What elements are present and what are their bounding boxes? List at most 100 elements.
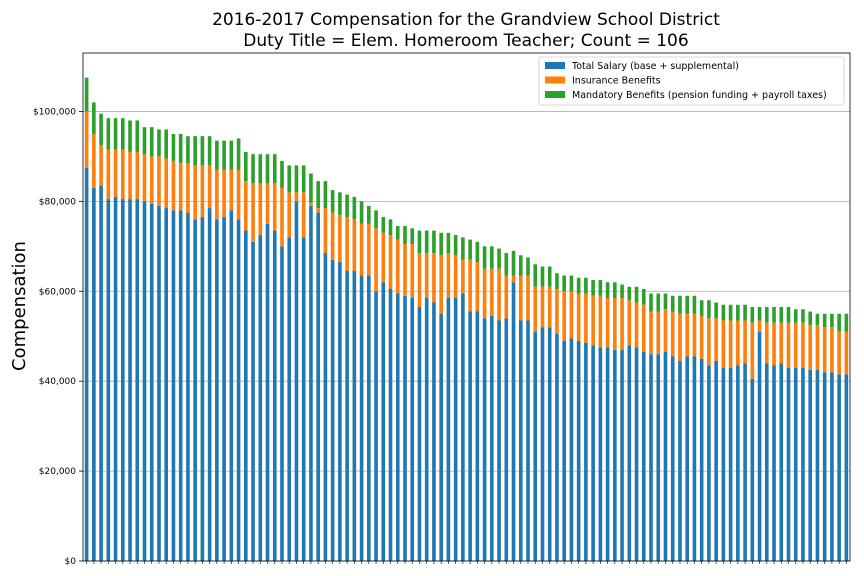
bar-segment-series-2 <box>764 322 769 364</box>
bar-segment-series-1 <box>106 199 111 561</box>
bar-segment-series-2 <box>627 300 632 346</box>
bar-segment-series-1 <box>424 298 429 561</box>
bar-segment-series-1 <box>92 187 96 562</box>
bar-segment-series-1 <box>844 374 849 561</box>
bar-segment-series-1 <box>207 208 212 561</box>
bar-segment-series-1 <box>511 282 516 561</box>
bar-segment-series-1 <box>808 369 813 561</box>
bar-segment-series-1 <box>743 363 747 561</box>
axes: $0 $20,000 $40,000 $60,000 $80,000 $100,000 <box>33 52 851 567</box>
bar-segment-series-3 <box>178 133 183 164</box>
bar-segment-series-3 <box>678 295 682 314</box>
bar-segment-series-3 <box>598 280 603 296</box>
bar-segment-series-2 <box>186 163 190 213</box>
bar-segment-series-3 <box>627 286 632 301</box>
bar-segment-series-1 <box>678 360 682 561</box>
bar-segment-series-2 <box>743 320 747 364</box>
bar-segment-series-1 <box>649 354 653 561</box>
bar-segment-series-3 <box>128 120 132 152</box>
bar-segment-series-2 <box>453 255 458 299</box>
bar-segment-series-2 <box>323 208 328 254</box>
bar-segment-series-1 <box>786 367 791 561</box>
bar-segment-series-2 <box>772 322 776 366</box>
bar-segment-series-1 <box>685 356 690 561</box>
bar-segment-series-3 <box>287 165 292 193</box>
bar-segment-series-2 <box>793 322 798 368</box>
bar-segment-series-1 <box>837 374 841 561</box>
y-tick-label: $80,000 <box>39 197 76 207</box>
bar-segment-series-3 <box>222 140 226 170</box>
bar-segment-series-3 <box>822 313 827 328</box>
bar-segment-series-3 <box>388 219 393 236</box>
bar-segment-series-2 <box>844 331 849 375</box>
y-tick-label: $20,000 <box>39 467 76 477</box>
bar-segment-series-3 <box>200 136 205 166</box>
bar-segment-series-3 <box>149 127 154 157</box>
bar-segment-series-3 <box>743 304 747 321</box>
bar-segment-series-3 <box>84 77 89 112</box>
bar-segment-series-3 <box>258 154 263 184</box>
legend-entry: Insurance Benefits <box>572 76 661 87</box>
bar-segment-series-2 <box>432 253 436 303</box>
bar-segment-series-1 <box>482 318 487 561</box>
bar-segment-series-3 <box>707 300 711 319</box>
bar-segment-series-2 <box>135 151 140 200</box>
bar-segment-series-1 <box>352 271 357 561</box>
bar-segment-series-2 <box>815 324 820 370</box>
bar-segment-series-1 <box>258 235 263 561</box>
bar-segment-series-1 <box>504 318 509 561</box>
bar-segment-series-2 <box>301 192 306 238</box>
bar-segment-series-2 <box>497 268 501 321</box>
bar-segment-series-3 <box>757 307 762 321</box>
bar-segment-series-1 <box>656 354 661 561</box>
bar-segment-series-3 <box>92 102 96 134</box>
bar-segment-series-2 <box>236 169 241 220</box>
bar-segment-series-2 <box>663 309 668 352</box>
bar-segment-series-3 <box>439 232 443 256</box>
bar-segment-series-3 <box>518 255 523 276</box>
bar-segment-series-1 <box>417 307 422 561</box>
bar-segment-series-3 <box>106 118 111 150</box>
bar-segment-series-3 <box>750 307 755 323</box>
bar-segment-series-1 <box>533 331 538 561</box>
bar-segment-series-3 <box>837 313 841 332</box>
bar-segment-series-2 <box>106 149 111 200</box>
bar-segment-series-3 <box>120 118 125 150</box>
bar-segment-series-3 <box>663 293 668 310</box>
bar-segment-series-3 <box>764 307 769 323</box>
bar-segment-series-2 <box>555 289 559 334</box>
bar-segment-series-3 <box>801 309 805 323</box>
bar-segment-series-1 <box>692 356 697 561</box>
bar-segment-series-1 <box>99 185 103 561</box>
bar-segment-series-3 <box>446 232 451 254</box>
bar-segment-series-3 <box>670 295 675 312</box>
bar-segment-series-1 <box>547 327 552 561</box>
bar-segment-series-3 <box>251 154 255 184</box>
bar-segment-series-3 <box>815 313 820 325</box>
chart-title-line-1: 2016-2017 Compensation for the Grandview… <box>212 10 720 30</box>
bar-segment-series-3 <box>164 129 169 159</box>
bar-segment-series-3 <box>229 140 234 170</box>
bar-segment-series-2 <box>613 298 617 350</box>
bar-segment-series-3 <box>215 140 219 170</box>
bar-segment-series-2 <box>142 154 147 202</box>
bar-segment-series-1 <box>569 338 574 561</box>
bar-segment-series-1 <box>330 259 335 561</box>
bar-segment-series-1 <box>265 223 270 562</box>
bar-segment-series-1 <box>576 340 581 561</box>
y-axis-label: Compensation <box>9 241 30 371</box>
bar-segment-series-3 <box>280 160 284 188</box>
bar-segment-series-2 <box>84 111 89 168</box>
bar-segment-series-1 <box>395 293 400 561</box>
bar-segment-series-2 <box>801 322 805 368</box>
bar-segment-series-3 <box>417 230 422 254</box>
bar-segment-series-1 <box>714 360 718 561</box>
bar-segment-series-2 <box>128 151 132 200</box>
bar-segment-series-1 <box>294 201 299 561</box>
bar-segment-series-3 <box>432 230 436 254</box>
bar-segment-series-1 <box>157 205 161 562</box>
bar-segment-series-1 <box>699 358 704 561</box>
bar-segment-series-3 <box>641 289 646 305</box>
bar-segment-series-3 <box>504 253 509 276</box>
